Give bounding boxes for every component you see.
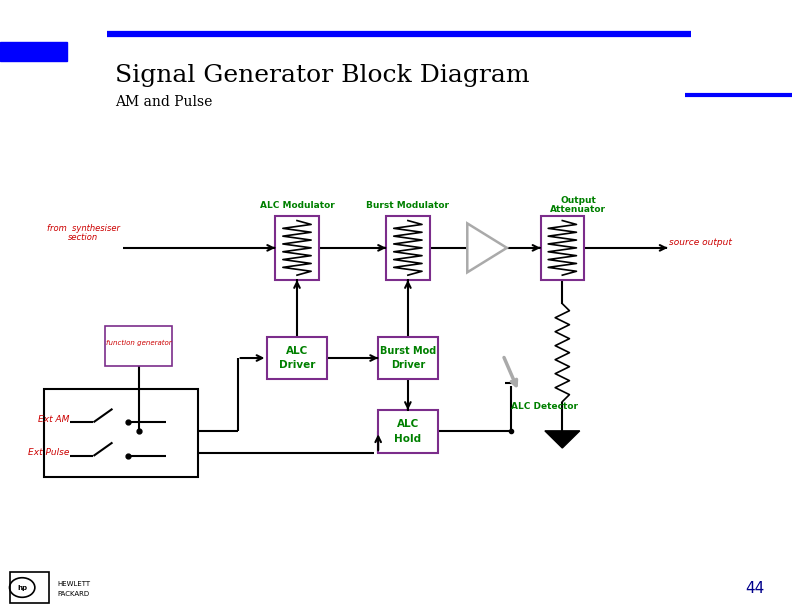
Text: Ext AM: Ext AM bbox=[38, 415, 70, 424]
Text: Driver: Driver bbox=[279, 360, 315, 370]
Text: Signal Generator Block Diagram: Signal Generator Block Diagram bbox=[115, 64, 529, 88]
Text: HEWLETT: HEWLETT bbox=[58, 581, 91, 587]
Text: Attenuator: Attenuator bbox=[550, 205, 606, 214]
Text: Burst Modulator: Burst Modulator bbox=[367, 201, 449, 209]
Text: from  synthesiser: from synthesiser bbox=[47, 223, 120, 233]
Bar bbox=[105, 326, 173, 366]
Text: PACKARD: PACKARD bbox=[58, 591, 90, 597]
Text: Output: Output bbox=[560, 196, 596, 204]
Bar bbox=[540, 216, 584, 280]
Text: section: section bbox=[68, 233, 98, 242]
Bar bbox=[44, 389, 198, 477]
Text: function generator: function generator bbox=[106, 340, 171, 346]
Text: AM and Pulse: AM and Pulse bbox=[115, 95, 212, 109]
Text: Hold: Hold bbox=[394, 434, 421, 444]
Polygon shape bbox=[545, 431, 580, 448]
Bar bbox=[268, 337, 327, 379]
Text: ALC: ALC bbox=[286, 346, 308, 356]
Text: Burst Mod: Burst Mod bbox=[379, 346, 436, 356]
Bar bbox=[10, 572, 49, 603]
Text: Driver: Driver bbox=[390, 360, 425, 370]
Bar bbox=[386, 216, 429, 280]
Text: ALC Detector: ALC Detector bbox=[511, 403, 578, 411]
Text: Ext Pulse: Ext Pulse bbox=[29, 449, 70, 457]
Bar bbox=[379, 337, 437, 379]
Text: hp: hp bbox=[17, 584, 27, 591]
Text: ALC: ALC bbox=[397, 419, 419, 429]
Bar bbox=[379, 410, 437, 453]
Text: 44: 44 bbox=[745, 581, 764, 596]
Bar bbox=[276, 216, 318, 280]
Text: ALC Modulator: ALC Modulator bbox=[260, 201, 334, 209]
Bar bbox=[0, 42, 67, 61]
Text: source output: source output bbox=[669, 239, 732, 247]
